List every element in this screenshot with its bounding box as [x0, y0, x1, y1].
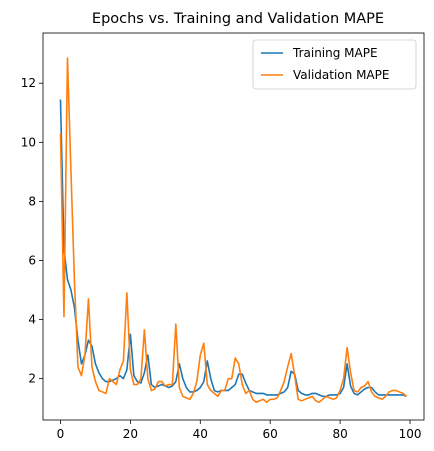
- legend-label-validation: Validation MAPE: [293, 68, 389, 82]
- legend-box: [252, 39, 417, 90]
- y-tick-label: 12: [21, 76, 36, 90]
- x-tick-label: 100: [399, 427, 422, 441]
- y-tick-label: 6: [28, 253, 36, 267]
- series-line-validation: [59, 57, 408, 404]
- x-tick-label: 60: [263, 427, 278, 441]
- x-tick-label: 20: [123, 427, 138, 441]
- legend-label-training: Training MAPE: [292, 46, 378, 60]
- plot-frame: [42, 32, 425, 421]
- y-tick-label: 2: [28, 372, 36, 386]
- y-tick-label: 8: [28, 194, 36, 208]
- series-layer: [59, 57, 408, 404]
- chart-title: Epochs vs. Training and Validation MAPE: [92, 11, 384, 27]
- y-axis: 2 4 6 8 10 12: [21, 76, 43, 386]
- y-tick-label: 10: [21, 135, 36, 149]
- x-tick-label: 40: [193, 427, 208, 441]
- x-axis: 0 20 40 60 80 100: [57, 420, 422, 441]
- x-tick-label: 0: [57, 427, 65, 441]
- y-tick-label: 4: [28, 313, 36, 327]
- series-line-training: [59, 99, 407, 398]
- legend: Training MAPE Validation MAPE: [252, 39, 417, 90]
- x-tick-label: 80: [332, 427, 347, 441]
